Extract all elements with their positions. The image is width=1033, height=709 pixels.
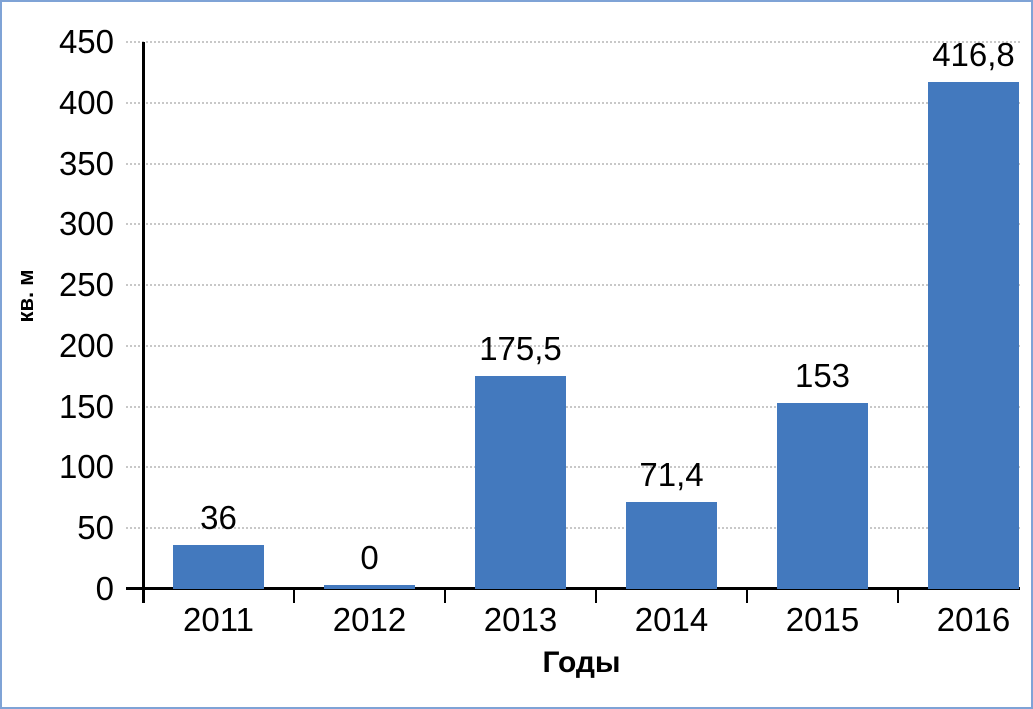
y-tick-label: 400 xyxy=(58,83,114,121)
bar-slot: 0 xyxy=(294,42,445,589)
x-axis-line xyxy=(126,587,1020,590)
y-tick-label: 200 xyxy=(58,326,114,364)
x-tick-label: 2012 xyxy=(332,601,407,638)
y-tick-label: 0 xyxy=(95,570,114,607)
x-axis-title: Годы xyxy=(542,646,621,679)
y-axis-title: кв. м xyxy=(13,269,38,323)
x-tick-mark xyxy=(897,588,899,603)
y-tick-label: 150 xyxy=(58,387,114,425)
bar-slot: 175,5 xyxy=(445,42,596,589)
bar-value-label: 0 xyxy=(360,539,379,576)
gridline xyxy=(126,41,1020,43)
bar-slot: 71,4 xyxy=(596,42,747,589)
gridline xyxy=(126,405,1020,408)
x-tick-mark xyxy=(293,588,295,603)
bar-slot: 416,8 xyxy=(898,36,1031,589)
gridline xyxy=(126,223,1020,226)
bar xyxy=(928,82,1019,589)
bar-slot: 153 xyxy=(747,42,898,589)
y-tick-label: 300 xyxy=(58,205,114,243)
y-tick-label: 350 xyxy=(58,144,114,182)
x-tick-label: 2016 xyxy=(936,601,1011,638)
x-tick-labels: 2011 2012 2013 2014 2015 2016 xyxy=(143,601,1031,639)
bar-value-label: 36 xyxy=(200,499,237,537)
bar xyxy=(173,545,264,589)
bar-value-label: 153 xyxy=(794,357,851,395)
x-tick-mark xyxy=(595,588,597,603)
x-tick-mark xyxy=(444,588,446,603)
x-tick-label: 2011 xyxy=(183,601,254,638)
y-tick-label: 50 xyxy=(77,509,114,547)
bar xyxy=(475,375,566,589)
x-tick-label: 2014 xyxy=(634,601,709,638)
bar-value-label: 71,4 xyxy=(639,456,704,494)
bar xyxy=(324,585,415,589)
gridline xyxy=(126,344,1020,347)
gridline xyxy=(126,162,1020,165)
gridline xyxy=(126,527,1020,530)
bars-container: 36 0 175,5 71,4 153 416,8 xyxy=(143,36,1031,589)
x-tick-label: 2015 xyxy=(785,601,860,638)
bar-value-label: 416,8 xyxy=(932,36,1015,74)
bar xyxy=(777,403,868,589)
bar xyxy=(626,502,717,589)
gridline xyxy=(126,101,1020,104)
x-tick-mark xyxy=(746,588,748,603)
gridline xyxy=(126,284,1020,287)
bar-value-label: 175,5 xyxy=(479,329,562,367)
y-axis-line xyxy=(142,42,145,603)
y-tick-label: 250 xyxy=(58,266,114,304)
x-tick-label: 2013 xyxy=(483,601,558,638)
bar-slot: 36 xyxy=(143,42,294,589)
y-tick-label: 450 xyxy=(58,23,114,60)
gridline xyxy=(126,466,1020,469)
y-tick-label: 100 xyxy=(58,448,114,486)
